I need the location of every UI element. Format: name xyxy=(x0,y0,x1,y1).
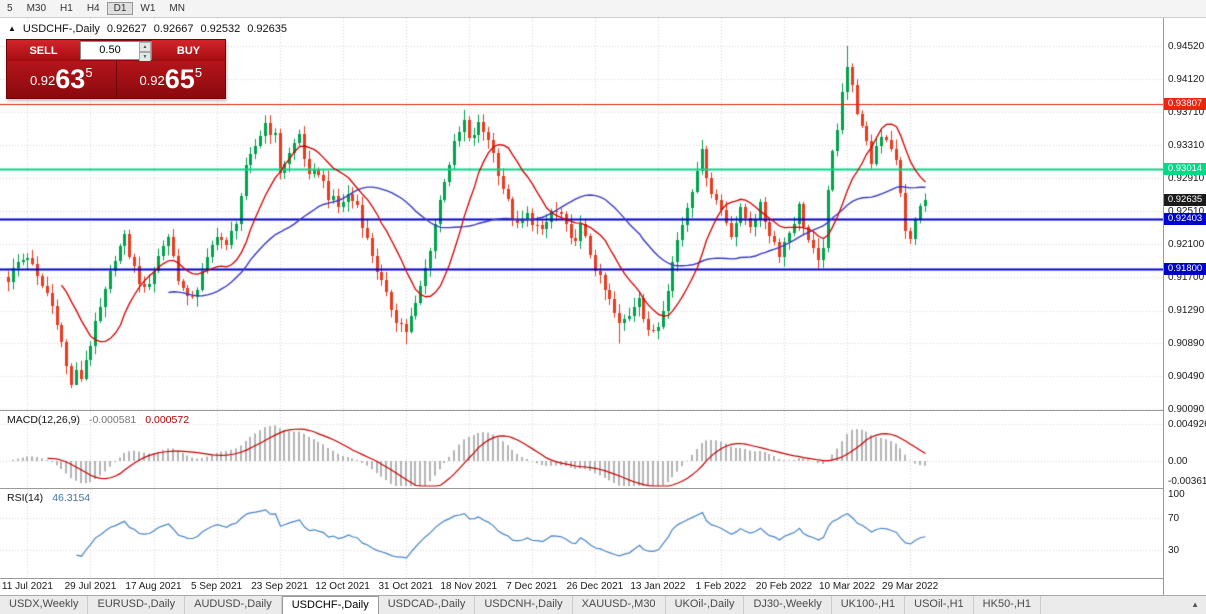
chart-tab-xauusd-m30[interactable]: XAUUSD-,M30 xyxy=(573,596,666,614)
pane-separator[interactable] xyxy=(0,488,1206,489)
date-axis-label: 26 Dec 2021 xyxy=(566,581,624,592)
chart-tab-ukoil-daily[interactable]: UKOil-,Daily xyxy=(666,596,745,614)
rsi-name: RSI(14) xyxy=(7,492,44,504)
chart-tab-usdchf-daily[interactable]: USDCHF-,Daily xyxy=(281,596,379,614)
price-axis-label: 0.90490 xyxy=(1168,370,1205,382)
price-axis-label: 0.92910 xyxy=(1168,172,1205,184)
chart-tab-hk50-h1[interactable]: HK50-,H1 xyxy=(974,596,1041,614)
one-click-trading-panel: SELL 0.50 ▲ ▼ BUY 0.92 63 5 0.92 65 5 xyxy=(6,39,226,99)
price-axis: 0.94520 0.94120 0.93710 0.93310 0.92910 0.925… xyxy=(1163,18,1206,595)
price-axis-label: 0.94520 xyxy=(1168,40,1205,52)
price-axis-label: 0.90090 xyxy=(1168,403,1205,415)
date-axis-label: 17 Aug 2021 xyxy=(125,581,182,592)
price-axis-label: 0.91700 xyxy=(1168,271,1205,283)
chart-tab-usoil-h1[interactable]: USOil-,H1 xyxy=(905,596,974,614)
date-axis-label: 12 Oct 2021 xyxy=(315,581,370,592)
timeframe-button-mn[interactable]: MN xyxy=(169,3,185,14)
macd-indicator-canvas[interactable] xyxy=(0,411,1163,488)
chart-tab-usdcnh-daily[interactable]: USDCNH-,Daily xyxy=(475,596,573,614)
price-axis-label: 0.91290 xyxy=(1168,304,1205,316)
date-axis-label: 29 Jul 2021 xyxy=(64,581,117,592)
timeframe-button-h1[interactable]: H1 xyxy=(60,3,73,14)
date-axis: 11 Jul 2021 29 Jul 2021 17 Aug 2021 5 Sep 2… xyxy=(0,579,1163,595)
price-level-tag: 0.92403 xyxy=(1164,213,1206,226)
price-axis-label: 0.90890 xyxy=(1168,337,1205,349)
date-axis-label: 20 Feb 2022 xyxy=(755,581,813,592)
chart-tab-uk100-h1[interactable]: UK100-,H1 xyxy=(832,596,906,614)
rsi-axis-label: 100 xyxy=(1168,489,1185,500)
sell-price-big: 63 xyxy=(55,64,86,94)
sell-price-display[interactable]: 0.92 63 5 xyxy=(7,61,116,98)
volume-control: 0.50 ▲ ▼ xyxy=(80,41,152,62)
chart-tab-usdcad-daily[interactable]: USDCAD-,Daily xyxy=(379,596,476,614)
chart-tab-audusd-daily[interactable]: AUDUSD-,Daily xyxy=(185,596,282,614)
price-axis-label: 0.92100 xyxy=(1168,238,1205,250)
chart-tabs-bar: USDX,Weekly EURUSD-,Daily AUDUSD-,Daily USD… xyxy=(0,595,1206,614)
price-level-tag: 0.93014 xyxy=(1164,163,1206,176)
macd-axis-label: 0.004926 xyxy=(1168,419,1206,430)
price-axis-label: 0.94120 xyxy=(1168,73,1205,85)
chart-ohlc-header: ▲ USDCHF-,Daily 0.92627 0.92667 0.92532 … xyxy=(8,23,287,35)
timeframe-button-d1[interactable]: D1 xyxy=(106,2,134,15)
chart-tab-dj30-weekly[interactable]: DJ30-,Weekly xyxy=(744,596,832,614)
date-axis-label: 1 Feb 2022 xyxy=(695,581,747,592)
timeframe-button-m30[interactable]: M30 xyxy=(26,3,47,14)
date-axis-label: 23 Sep 2021 xyxy=(251,581,308,592)
volume-up-button[interactable]: ▲ xyxy=(139,42,151,52)
price-level-tag: 0.91800 xyxy=(1164,262,1206,275)
chart-shift-icon: ▲ xyxy=(8,24,16,33)
pane-separator xyxy=(0,578,1206,579)
date-axis-label: 5 Sep 2021 xyxy=(190,581,243,592)
date-axis-label: 7 Dec 2021 xyxy=(506,581,558,592)
buy-button[interactable]: BUY xyxy=(152,40,225,61)
symbol-title: USDCHF-,Daily xyxy=(22,23,100,35)
ohlc-low: 0.92532 xyxy=(200,23,241,35)
date-axis-label: 11 Jul 2021 xyxy=(1,581,53,592)
buy-price-prefix: 0.92 xyxy=(139,73,165,88)
timeframe-button-w1[interactable]: W1 xyxy=(140,3,156,14)
ohlc-close: 0.92635 xyxy=(247,23,287,35)
date-axis-label: 13 Jan 2022 xyxy=(630,581,686,592)
timeframe-button-h4[interactable]: H4 xyxy=(86,3,100,14)
macd-value-signal: 0.000572 xyxy=(145,414,190,426)
chart-tab-usdx-weekly[interactable]: USDX,Weekly xyxy=(0,596,89,614)
price-level-tag: 0.93807 xyxy=(1164,98,1206,111)
timeframe-toolbar: 5 M30 H1 H4 D1 W1 MN xyxy=(0,0,1206,18)
sell-price-prefix: 0.92 xyxy=(29,73,56,88)
rsi-indicator-label: RSI(14) 46.3154 xyxy=(7,492,90,504)
volume-input[interactable]: 0.50 xyxy=(99,44,121,56)
rsi-axis-label: 30 xyxy=(1168,545,1180,556)
chart-area: ▲ USDCHF-,Daily 0.92627 0.92667 0.92532 … xyxy=(0,18,1206,595)
rsi-axis-label: 70 xyxy=(1168,513,1180,524)
ohlc-high: 0.92667 xyxy=(153,23,194,35)
date-axis-label: 18 Nov 2021 xyxy=(440,581,498,592)
sell-button[interactable]: SELL xyxy=(7,40,80,61)
date-axis-label: 29 Mar 2022 xyxy=(882,581,939,592)
buy-price-big: 65 xyxy=(164,64,195,94)
price-axis-label: 0.92510 xyxy=(1168,205,1205,217)
tab-scroll-icon[interactable]: ▲ xyxy=(1191,600,1199,609)
rsi-value: 46.3154 xyxy=(52,492,91,504)
sell-price-sup: 5 xyxy=(85,65,93,80)
macd-name: MACD(12,26,9) xyxy=(7,414,80,426)
rsi-indicator-canvas[interactable] xyxy=(0,489,1163,578)
macd-axis-label: -0.00361 xyxy=(1168,476,1206,487)
timeframe-button-5[interactable]: 5 xyxy=(7,3,13,14)
buy-price-sup: 5 xyxy=(194,65,203,80)
price-axis-label: 0.93710 xyxy=(1168,106,1205,118)
ohlc-open: 0.92627 xyxy=(106,23,147,35)
date-axis-label: 31 Oct 2021 xyxy=(378,581,433,592)
current-price-tag: 0.92635 xyxy=(1164,194,1206,207)
chart-tab-eurusd-daily[interactable]: EURUSD-,Daily xyxy=(88,596,186,614)
macd-axis-label: 0.00 xyxy=(1168,456,1188,467)
pane-separator[interactable] xyxy=(0,410,1206,411)
buy-price-display[interactable]: 0.92 65 5 xyxy=(116,61,225,98)
macd-indicator-label: MACD(12,26,9) -0.000581 0.000572 xyxy=(7,414,189,426)
price-axis-label: 0.93310 xyxy=(1168,139,1205,151)
date-axis-label: 10 Mar 2022 xyxy=(818,581,876,592)
macd-value-main: -0.000581 xyxy=(88,414,137,426)
